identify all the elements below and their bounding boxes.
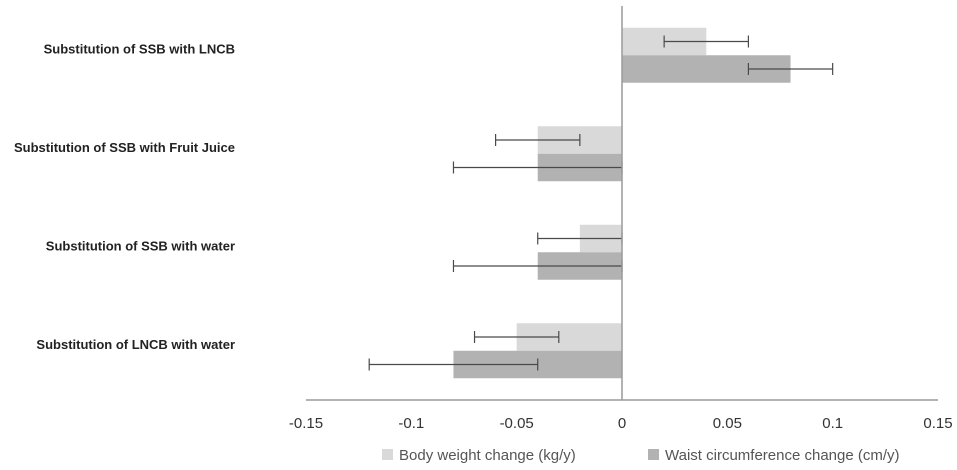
x-tick-label-2: -0.05: [500, 415, 534, 432]
category-label-3: Substitution of LNCB with water: [36, 337, 235, 352]
legend-swatch-1: [648, 449, 659, 460]
error-bars-layer: [368, 35, 834, 371]
error-bar-body-weight-3: [473, 331, 560, 343]
category-label-0: Substitution of SSB with LNCB: [44, 41, 235, 56]
legend-label-1: Waist circumference change (cm/y): [665, 447, 900, 464]
x-tick-label-5: 0.1: [822, 415, 843, 432]
category-labels: Substitution of SSB with LNCB Substitutio…: [14, 41, 235, 352]
legend-item-body-weight: Body weight change (kg/y): [382, 447, 576, 464]
x-tick-label-3: 0: [618, 415, 626, 432]
error-bar-body-weight-1: [495, 134, 581, 146]
error-bar-waist-0: [747, 63, 834, 75]
x-tick-labels: -0.15 -0.1 -0.05 0 0.05 0.1 0.15: [289, 415, 953, 432]
category-label-2: Substitution of SSB with water: [46, 238, 235, 253]
legend-item-waist: Waist circumference change (cm/y): [648, 447, 900, 464]
x-tick-label-4: 0.05: [713, 415, 742, 432]
category-label-1: Substitution of SSB with Fruit Juice: [14, 140, 235, 155]
x-tick-label-1: -0.1: [398, 415, 424, 432]
error-bar-waist-3: [368, 358, 539, 371]
legend: Body weight change (kg/y) Waist circumfer…: [382, 447, 900, 464]
error-bar-body-weight-0: [663, 35, 750, 48]
legend-label-0: Body weight change (kg/y): [399, 447, 576, 464]
x-tick-label-0: -0.15: [289, 415, 323, 432]
legend-swatch-0: [382, 449, 393, 460]
x-tick-label-6: 0.15: [923, 415, 952, 432]
